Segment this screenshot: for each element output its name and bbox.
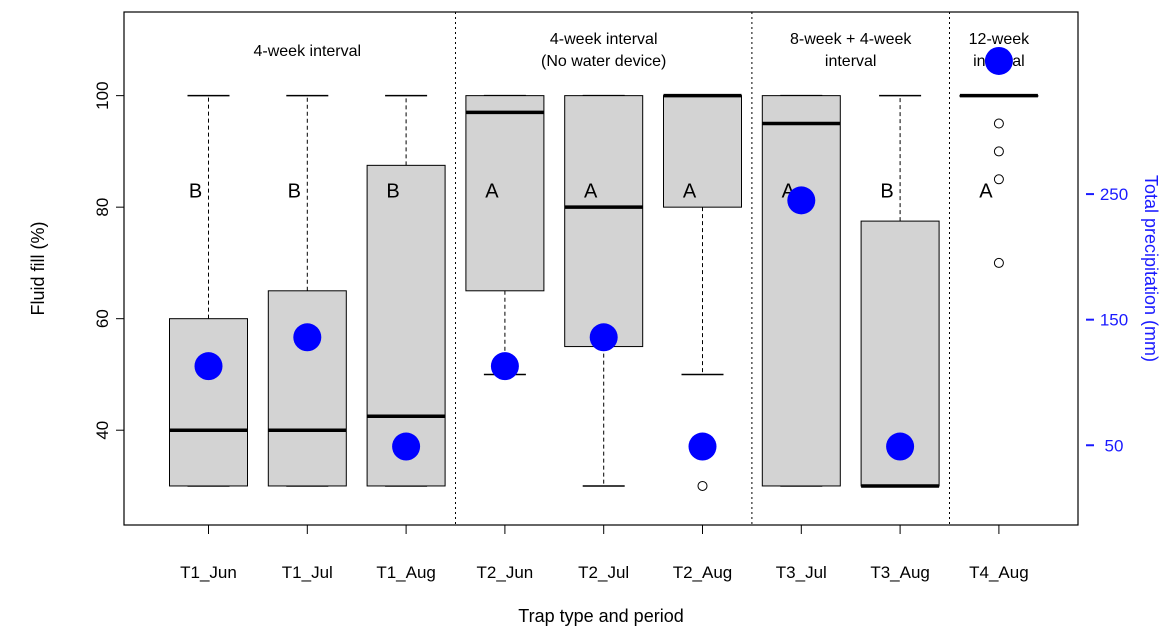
precipitation-point xyxy=(787,186,816,215)
precipitation-point xyxy=(589,323,618,352)
outlier-point xyxy=(697,480,708,491)
significance-letter: B xyxy=(386,180,399,202)
y-tick-label: 40 xyxy=(93,421,112,440)
x-tick-label: T4_Aug xyxy=(969,563,1029,582)
y-tick-label: 60 xyxy=(93,309,112,328)
group-title: 8-week + 4-week xyxy=(790,31,912,48)
significance-letter: A xyxy=(485,180,499,202)
precipitation-point xyxy=(984,46,1013,75)
group-title: 4-week interval xyxy=(550,31,658,48)
box-T2_Aug xyxy=(663,95,742,208)
box-T2_Jul xyxy=(564,95,644,348)
group-title: interval xyxy=(825,53,877,70)
significance-letter: A xyxy=(979,180,993,202)
right-axis-tick-label: 150 xyxy=(1100,311,1128,330)
box-T1_Jun xyxy=(169,318,248,487)
plot-area: 4-week interval 4-week interval (No water … xyxy=(169,12,1039,525)
outlier-point xyxy=(993,118,1004,129)
outlier-point xyxy=(993,146,1004,157)
box-T3_Jul xyxy=(761,95,841,487)
x-tick-label: T1_Jul xyxy=(282,563,333,582)
x-tick-label: T3_Jul xyxy=(776,563,827,582)
x-tick-label: T1_Aug xyxy=(376,563,436,582)
precipitation-point xyxy=(194,352,223,381)
group-title: 4-week interval xyxy=(253,43,361,60)
x-tick-label: T2_Jul xyxy=(578,563,629,582)
y-axis-title: Fluid fill (%) xyxy=(28,221,48,315)
precipitation-point xyxy=(490,352,519,381)
x-tick-label: T3_Aug xyxy=(870,563,930,582)
significance-letter: B xyxy=(880,180,893,202)
y-tick-label: 80 xyxy=(93,198,112,217)
axes: 40 60 80 100 50 150 250 T1_Jun T1_Jul T1_Aug T2_Ju… xyxy=(93,81,1128,582)
y-tick-label: 100 xyxy=(93,81,112,109)
precipitation-point xyxy=(688,432,717,461)
plot-frame xyxy=(123,11,1079,526)
outlier-point xyxy=(993,257,1004,268)
group-title: 12-week xyxy=(969,31,1030,48)
significance-letter: A xyxy=(683,180,697,202)
x-axis-title: Trap type and period xyxy=(518,606,683,626)
outlier-point xyxy=(993,174,1004,185)
right-axis-title: Total precipitation (mm) xyxy=(1141,175,1161,362)
significance-letter: B xyxy=(288,180,301,202)
significance-letter: A xyxy=(584,180,598,202)
x-tick-label: T2_Jun xyxy=(477,563,534,582)
precipitation-point xyxy=(293,323,322,352)
box-T1_Jul xyxy=(267,290,347,487)
precipitation-point xyxy=(886,432,915,461)
group-title: (No water device) xyxy=(541,53,666,70)
box-T2_Jun xyxy=(465,95,545,292)
right-axis-tick-label: 250 xyxy=(1100,185,1128,204)
significance-letter: B xyxy=(189,180,202,202)
x-tick-label: T1_Jun xyxy=(180,563,237,582)
x-tick-label: T2_Aug xyxy=(673,563,733,582)
right-axis-tick-label: 50 xyxy=(1105,436,1124,455)
precipitation-point xyxy=(392,432,421,461)
